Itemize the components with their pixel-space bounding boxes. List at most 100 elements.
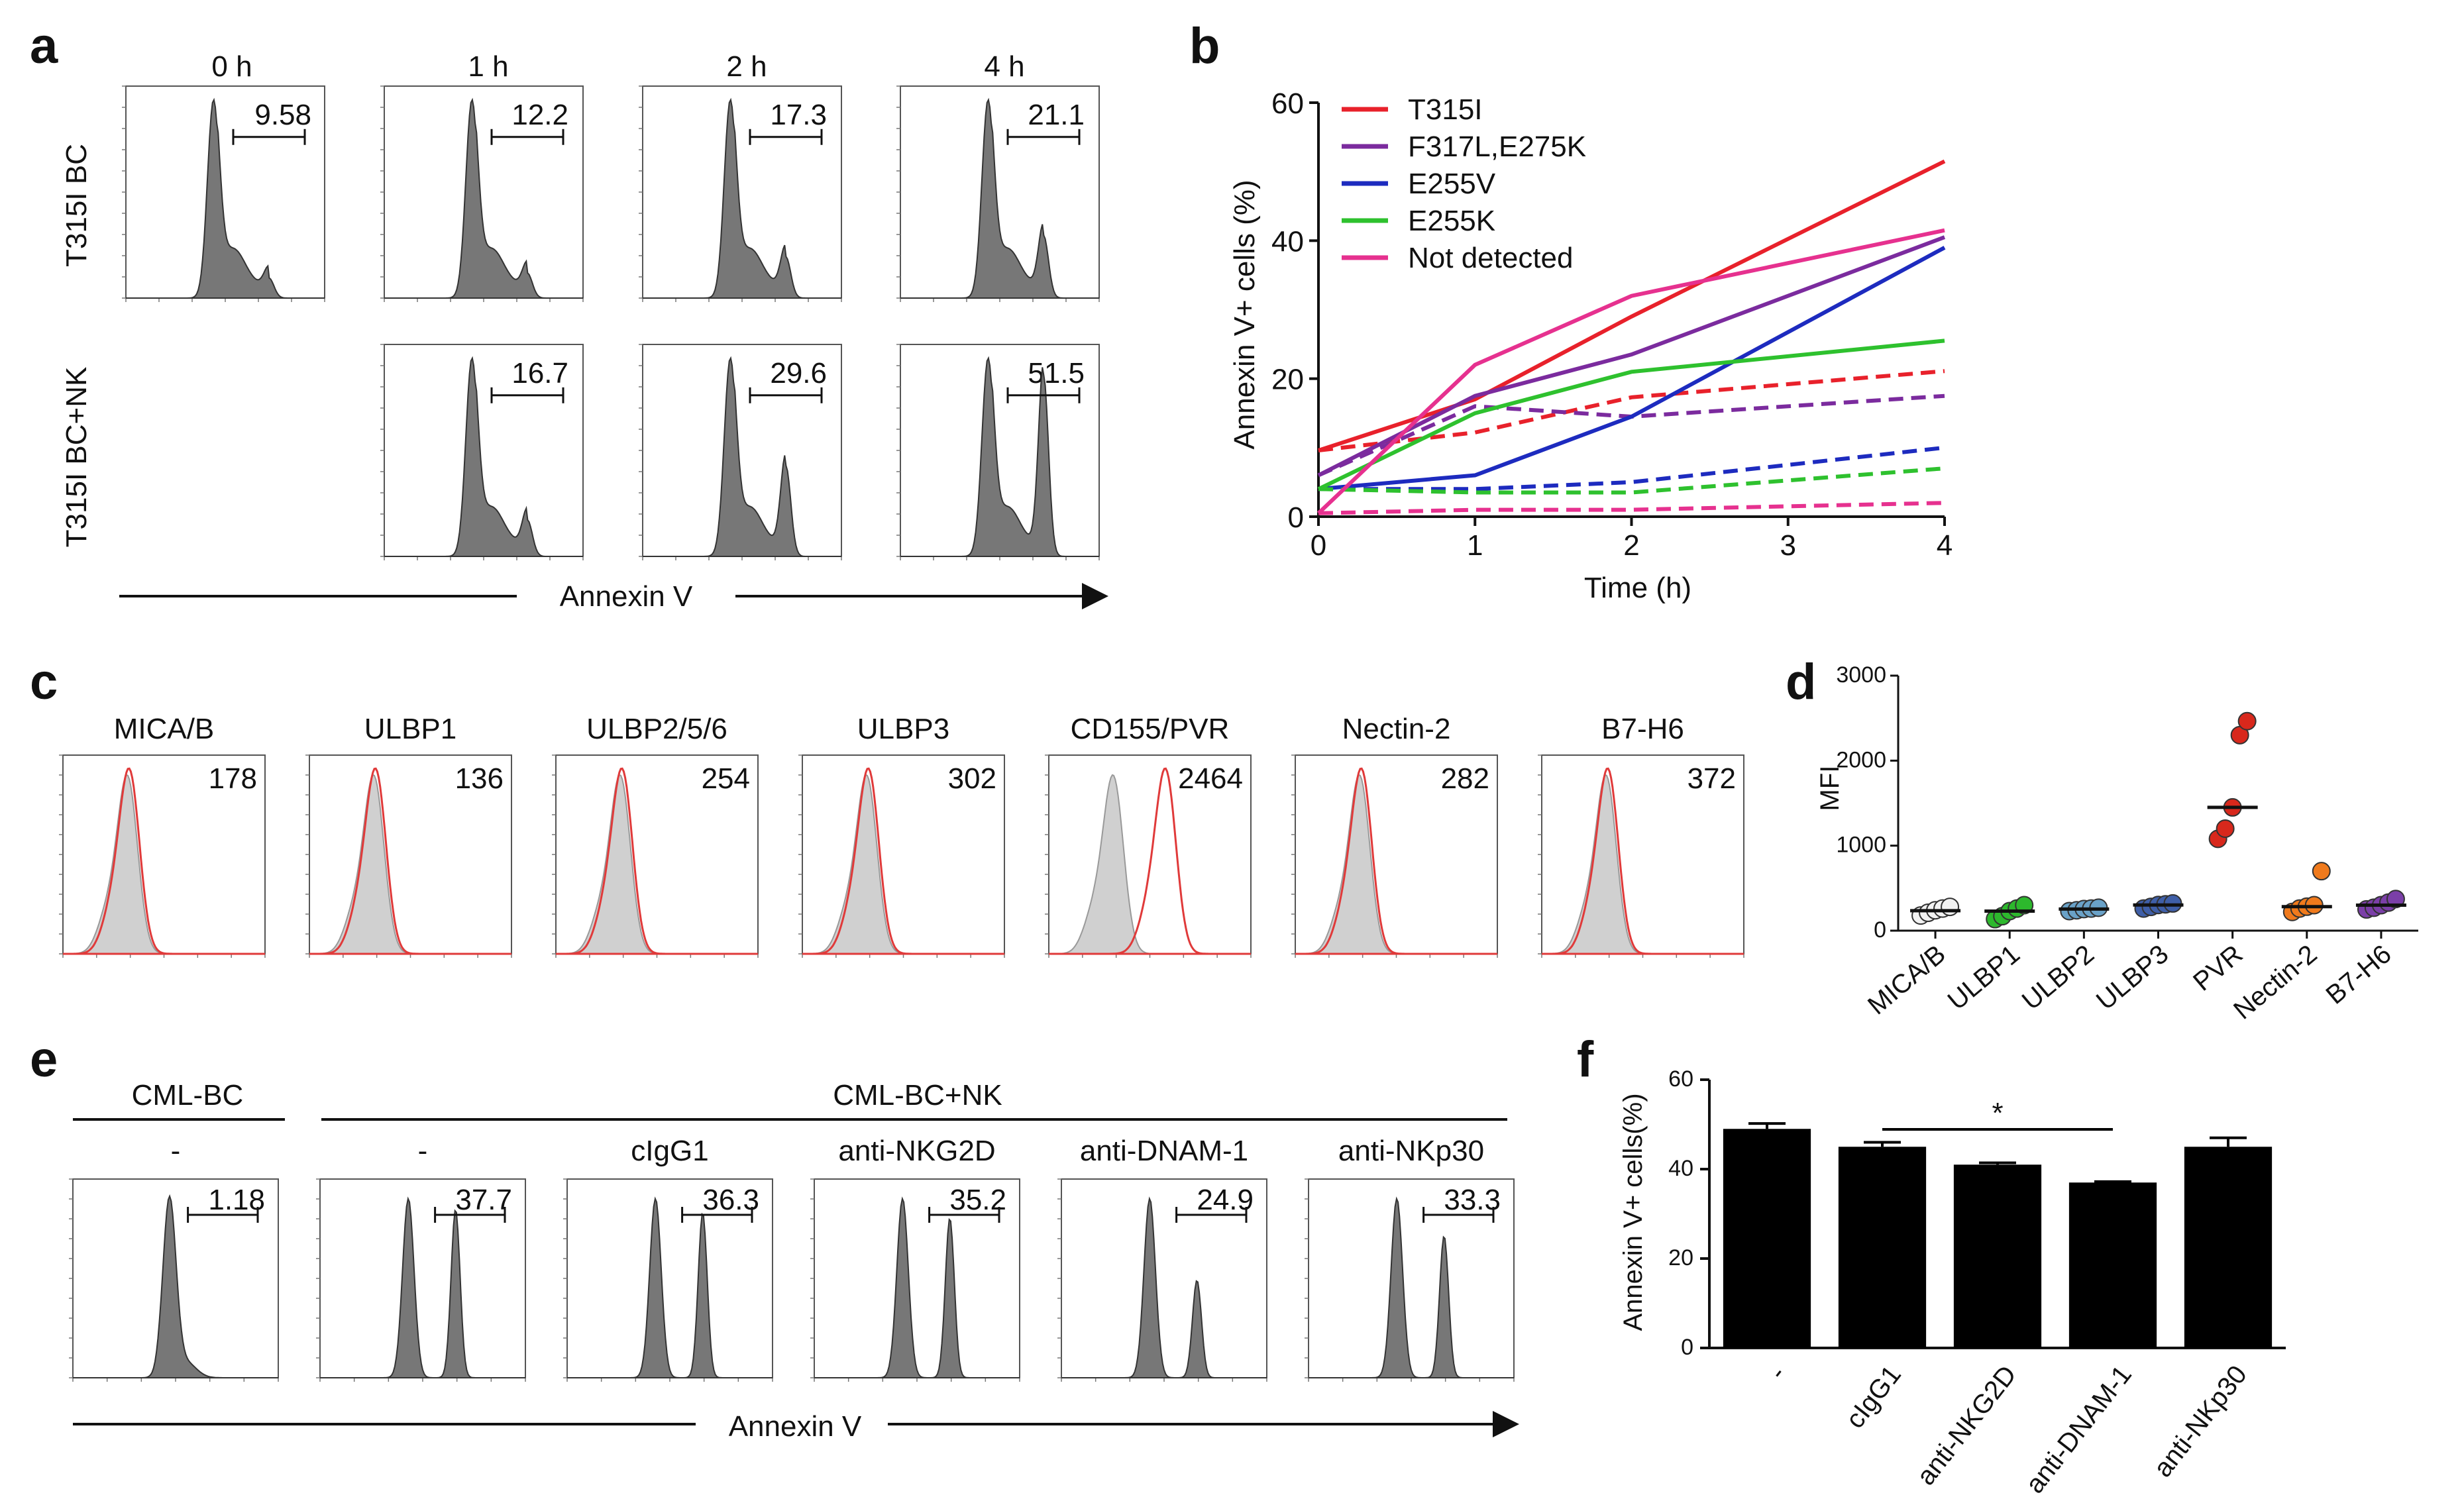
scatter-xtick-label: B7-H6 bbox=[2321, 939, 2397, 1010]
timepoint-label-1: 1 h bbox=[468, 50, 508, 83]
stain-histogram bbox=[1542, 767, 1744, 955]
scatter-xtick-label: PVR bbox=[2188, 939, 2248, 997]
mfi-value: 136 bbox=[455, 762, 504, 795]
marker-label: B7-H6 bbox=[1601, 713, 1684, 745]
gate-value-r0-c3: 21.1 bbox=[1028, 99, 1085, 131]
panel-d: d MFI 0 1000 2000 3000 MICA/BULBP1ULBP2ULBP3… bbox=[1786, 654, 2418, 1025]
line-chart-ylabel: Annexin V+ cells (%) bbox=[1228, 180, 1261, 449]
histogram-a-curve bbox=[384, 356, 583, 557]
isotype-histogram bbox=[1295, 774, 1497, 955]
isotype-histogram bbox=[309, 774, 511, 955]
significance-star: * bbox=[1992, 1097, 2003, 1129]
group-label-right: CML-BC+NK bbox=[833, 1079, 1002, 1111]
gate-value-r1-c2: 29.6 bbox=[770, 357, 827, 389]
marker-label: ULBP1 bbox=[364, 713, 456, 745]
line-chart-ytick-label: 0 bbox=[1288, 501, 1304, 534]
stain-histogram bbox=[1049, 767, 1251, 955]
bar-ytick-label: 60 bbox=[1668, 1066, 1693, 1092]
scatter-ytick-label: 3000 bbox=[1836, 662, 1886, 688]
panel-a: a 0 h 1 h 2 h 4 h T315I BC T315I BC+NK 9… bbox=[30, 18, 1108, 613]
marker-label: MICA/B bbox=[114, 713, 215, 745]
line-series-e255v-dashed bbox=[1318, 445, 1945, 491]
scatter-point bbox=[2216, 819, 2235, 838]
gate-value: 33.3 bbox=[1444, 1184, 1501, 1216]
legend-label: E255V bbox=[1408, 168, 1496, 200]
scatter-xtick-label: ULBP1 bbox=[1943, 939, 2025, 1015]
row-label-0: T315I BC bbox=[60, 144, 93, 267]
panel-letter-e: e bbox=[30, 1031, 58, 1088]
marker-label: CD155/PVR bbox=[1071, 713, 1230, 745]
scatter-point bbox=[1941, 898, 1960, 917]
panel-b: b Annexin V+ cells (%) Time (h) 0 1 2 3 4020… bbox=[1189, 18, 1953, 604]
gate-value: 24.9 bbox=[1197, 1184, 1254, 1216]
mfi-value: 282 bbox=[1441, 762, 1489, 795]
stain-histogram bbox=[1295, 767, 1497, 955]
annexin-axis-label-e: Annexin V bbox=[729, 1410, 862, 1443]
scatter-ytick-label: 0 bbox=[1874, 917, 1886, 943]
histogram-a-curve bbox=[900, 356, 1099, 557]
histogram-a-curve bbox=[900, 97, 1099, 299]
gate-value-r0-c2: 17.3 bbox=[770, 99, 827, 131]
marker-label: ULBP3 bbox=[857, 713, 949, 745]
panel-f: f Annexin V+ cells(%) 0 20 40 60 - cIgG1 anti-… bbox=[1577, 1031, 2286, 1497]
histogram-e-curve bbox=[814, 1196, 1020, 1378]
histogram-a-curve bbox=[643, 356, 841, 557]
bar-ytick-label: 0 bbox=[1681, 1335, 1693, 1360]
legend-label: Not detected bbox=[1408, 242, 1574, 274]
scatter-xtick-label: ULBP3 bbox=[2091, 939, 2174, 1015]
scatter-xtick-label: Nectin-2 bbox=[2228, 939, 2322, 1025]
isotype-histogram bbox=[1542, 774, 1744, 955]
panel-e-histograms: -1.18-37.7cIgG136.3anti-NKG2D35.2anti-DN… bbox=[69, 1135, 1515, 1382]
line-series-t315i-solid bbox=[1318, 159, 1946, 452]
mfi-value: 372 bbox=[1687, 762, 1736, 795]
panel-c-histograms: MICA/B 178 ULBP1 136 ULBP2/5/6 254 ULBP3 302 CD1… bbox=[59, 713, 1744, 958]
scatter-point bbox=[2237, 711, 2257, 731]
timepoint-label-3: 4 h bbox=[984, 50, 1024, 83]
condition-label: anti-NKp30 bbox=[1338, 1135, 1484, 1167]
histogram-e-curve bbox=[567, 1196, 773, 1378]
marker-label: Nectin-2 bbox=[1342, 713, 1451, 745]
condition-label: anti-NKG2D bbox=[838, 1135, 995, 1167]
bar bbox=[1838, 1147, 1927, 1348]
panel-e: e CML-BC CML-BC+NK -1.18-37.7cIgG136.3an… bbox=[30, 1031, 1519, 1443]
histogram-e-curve bbox=[1061, 1196, 1267, 1378]
condition-label: - bbox=[171, 1135, 181, 1167]
bar bbox=[1953, 1164, 2042, 1348]
scatter-ytick-label: 2000 bbox=[1836, 747, 1886, 772]
panel-letter-f: f bbox=[1577, 1031, 1594, 1088]
bar-ytick-label: 40 bbox=[1668, 1156, 1693, 1181]
stain-histogram bbox=[556, 767, 758, 955]
group-label-left: CML-BC bbox=[132, 1079, 244, 1111]
line-series-not-detected-solid bbox=[1316, 228, 1945, 515]
bar-chart-ylabel: Annexin V+ cells(%) bbox=[1619, 1093, 1648, 1331]
line-series-t315i-dashed bbox=[1318, 369, 1945, 452]
line-chart-ytick-label: 40 bbox=[1271, 225, 1304, 258]
line-series-f317l-e275k-dashed bbox=[1317, 393, 1945, 478]
line-chart-ytick-label: 20 bbox=[1271, 364, 1304, 396]
row-label-1: T315I BC+NK bbox=[60, 367, 93, 548]
line-chart-xtick-label: 0 bbox=[1311, 529, 1326, 562]
histogram-a-curve bbox=[126, 97, 325, 299]
bar bbox=[2068, 1182, 2157, 1348]
histogram-e-curve bbox=[320, 1196, 525, 1378]
legend-label: T315I bbox=[1408, 93, 1483, 126]
timepoint-label-2: 2 h bbox=[726, 50, 767, 83]
line-chart-xtick-label: 3 bbox=[1780, 529, 1796, 562]
histogram-a-curve bbox=[384, 97, 583, 299]
line-series-e255k-solid bbox=[1317, 338, 1945, 491]
panel-letter-d: d bbox=[1786, 654, 1816, 710]
gate-value-r0-c1: 12.2 bbox=[511, 99, 568, 131]
legend-label: E255K bbox=[1408, 205, 1495, 237]
bar-xtick-label: - bbox=[1763, 1360, 1792, 1385]
histogram-a-curve bbox=[643, 97, 841, 299]
stain-histogram bbox=[802, 767, 1004, 955]
panel-letter-b: b bbox=[1189, 18, 1220, 74]
bar-xtick-label: anti-NKG2D bbox=[1911, 1360, 2022, 1490]
bar-xtick-label: cIgG1 bbox=[1841, 1360, 1907, 1433]
line-chart-xtick-label: 4 bbox=[1937, 529, 1953, 562]
isotype-histogram bbox=[802, 774, 1004, 955]
mfi-value: 2464 bbox=[1178, 762, 1243, 795]
bar-ytick-label: 20 bbox=[1668, 1245, 1693, 1270]
condition-label: cIgG1 bbox=[631, 1135, 708, 1167]
